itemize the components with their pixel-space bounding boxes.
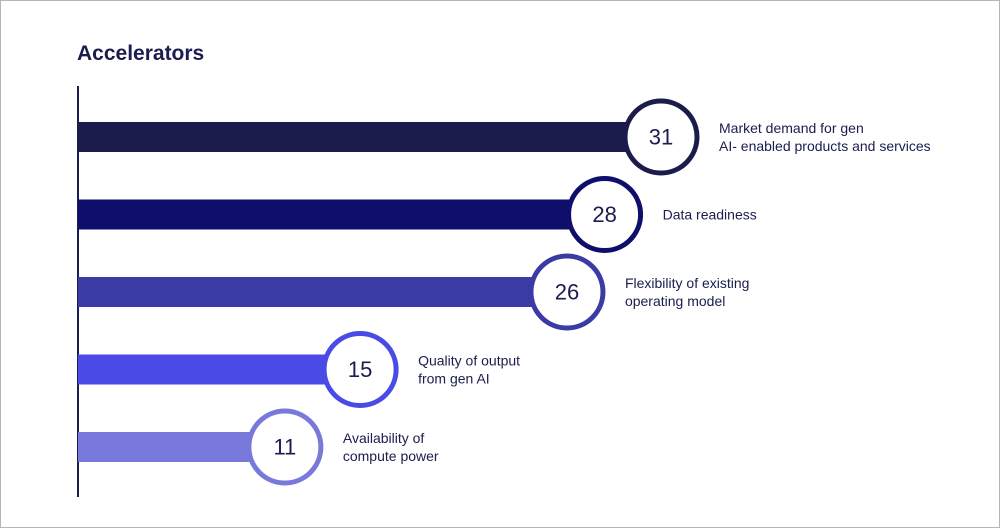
category-label-4-line-2: from gen AI <box>418 371 490 387</box>
value-label-5: 11 <box>273 435 296 460</box>
bar-3 <box>78 277 567 307</box>
category-label-3-line-2: operating model <box>625 293 725 309</box>
value-circle-3 <box>528 253 606 331</box>
category-label-1-line-2: AI- enabled products and services <box>719 138 931 154</box>
category-label-1-line-1: Market demand for gen <box>719 120 864 136</box>
category-label-4-line-1: Quality of output <box>418 353 520 369</box>
bar-4 <box>78 354 361 385</box>
value-label-2: 28 <box>592 202 616 227</box>
category-label-5-line-1: Availability of <box>343 430 425 446</box>
category-label-5-line-2: compute power <box>343 448 439 464</box>
category-label-3-line-1: Flexibility of existing <box>625 275 750 291</box>
value-circle-1 <box>622 98 700 176</box>
value-circle-4 <box>321 331 399 408</box>
bar-2 <box>78 199 605 230</box>
bar-1 <box>78 122 661 152</box>
value-label-3: 26 <box>555 280 579 305</box>
value-circle-5 <box>246 408 324 486</box>
chart-title: Accelerators <box>77 42 205 65</box>
value-label-4: 15 <box>348 357 372 382</box>
category-label-2-line-1: Data readiness <box>663 207 757 223</box>
value-circle-2 <box>566 176 644 253</box>
value-label-1: 31 <box>649 125 673 150</box>
